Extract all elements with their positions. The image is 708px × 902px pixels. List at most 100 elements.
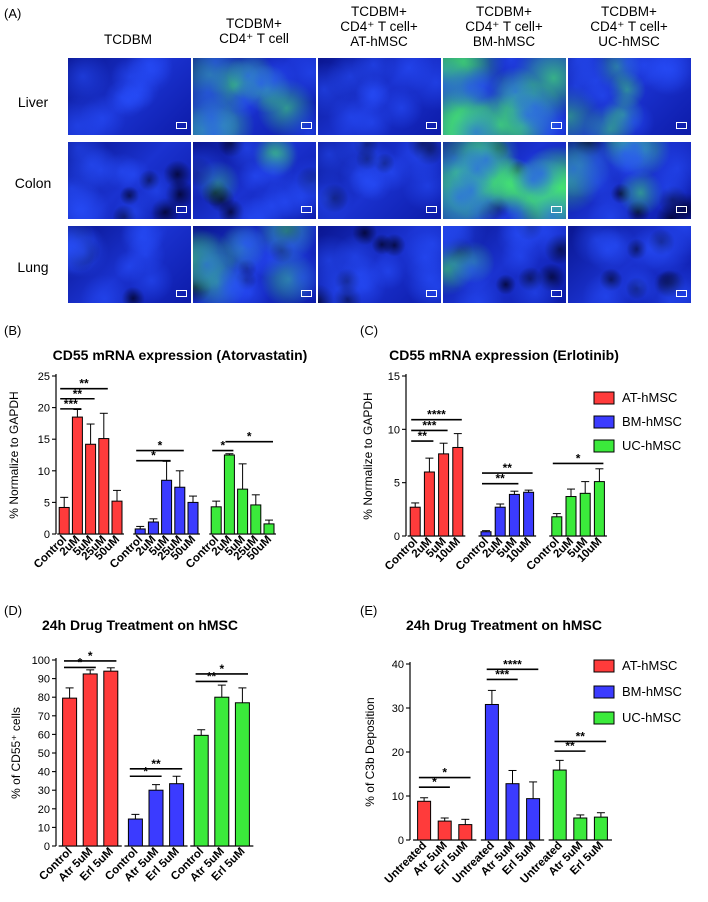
micrograph-colon-uc-hmsc — [568, 142, 691, 219]
significance-label: *** — [495, 667, 509, 681]
bar-e-2-2 — [593, 816, 608, 841]
y-tick-label: 70 — [38, 711, 50, 723]
bar-b-2-4 — [263, 523, 275, 535]
scale-bar — [176, 122, 187, 129]
bar-b-0-1 — [71, 416, 83, 535]
bar-d-2-1 — [214, 696, 230, 847]
y-tick-label: 15 — [38, 434, 50, 446]
bar-b-0-3 — [98, 438, 110, 535]
bar-d-0-1 — [82, 673, 98, 847]
bar-b-0-2 — [85, 443, 97, 535]
y-tick-label: 60 — [38, 729, 50, 741]
panel-label-b: (B) — [4, 323, 22, 338]
y-tick-label: 30 — [38, 785, 50, 797]
significance-label: ** — [565, 739, 575, 753]
bar-b-2-0 — [210, 506, 222, 535]
significance-label: *** — [422, 418, 436, 432]
micrograph-lung-cd4-tcell — [193, 226, 316, 303]
bar-b-2-2 — [237, 488, 249, 535]
bar-c-1-1 — [494, 506, 506, 537]
scale-bar — [301, 206, 312, 213]
c-legend-swatch-1 — [593, 415, 615, 429]
significance-label: * — [219, 662, 224, 676]
y-tick-label: 0 — [44, 529, 50, 541]
e-legend-swatch-1 — [593, 685, 615, 699]
chart-d-cd55-cells: 24h Drug Treatment on hMSC % of CD55⁺ cel… — [9, 618, 254, 884]
micrograph-colon-at-hmsc — [318, 142, 441, 219]
bar-e-0-1 — [437, 820, 452, 841]
scale-bar — [426, 290, 437, 297]
panel-label-d: (D) — [4, 603, 23, 618]
significance-label: ** — [151, 757, 161, 771]
y-tick-label: 5 — [394, 478, 400, 490]
scale-bar — [176, 206, 187, 213]
bar-b-0-0 — [58, 506, 70, 535]
y-tick-label: 10 — [38, 466, 50, 478]
y-tick-label: 80 — [38, 692, 50, 704]
row-label-liver: Liver — [17, 94, 49, 110]
scale-bar — [176, 290, 187, 297]
c-legend-label-1: BM-hMSC — [622, 414, 682, 429]
y-tick-label: 10 — [38, 822, 50, 834]
y-tick-label: 90 — [38, 674, 50, 686]
significance-label: **** — [427, 408, 446, 422]
bar-d-2-0 — [193, 734, 209, 847]
scale-bar — [551, 290, 562, 297]
bar-c-2-1 — [565, 496, 577, 537]
y-tick-label: 40 — [38, 767, 50, 779]
micrograph-lung-tcdbm — [68, 226, 191, 303]
bar-c-0-2 — [438, 453, 450, 537]
column-header-cd4-tcell: TCDBM+ CD4⁺ T cell — [219, 16, 289, 46]
significance-label: ** — [576, 729, 586, 743]
chart-e-c3b-deposition: 24h Drug Treatment on hMSC % of C3b Depos… — [363, 618, 682, 886]
chart-c-erlotinib: CD55 mRNA expression (Erlotinib) % Normal… — [361, 347, 682, 573]
c-legend-swatch-0 — [593, 391, 615, 405]
scale-bar — [551, 206, 562, 213]
y-tick-label: 40 — [392, 659, 404, 671]
significance-label: * — [576, 451, 581, 465]
micrograph-liver-at-hmsc — [318, 58, 441, 135]
significance-label: * — [143, 764, 148, 778]
bar-c-1-3 — [523, 491, 535, 537]
column-header-bm-hmsc: TCDBM+ CD4⁺ T cell+ BM-hMSC — [465, 4, 543, 49]
e-legend-label-1: BM-hMSC — [622, 684, 682, 699]
y-axis-label: % of CD55⁺ cells — [9, 707, 23, 799]
y-tick-label: 5 — [44, 497, 50, 509]
panel-label-c: (C) — [360, 323, 379, 338]
bar-c-0-1 — [423, 471, 435, 537]
scale-bar — [301, 290, 312, 297]
y-tick-label: 10 — [392, 791, 404, 803]
y-tick-label: 0 — [394, 531, 400, 543]
bar-d-1-1 — [148, 789, 164, 847]
y-axis-label: % Normalize to GAPDH — [7, 391, 21, 518]
bar-c-1-0 — [480, 531, 492, 537]
micrograph-colon-tcdbm — [68, 142, 191, 219]
y-tick-label: 20 — [38, 403, 50, 415]
scale-bar — [301, 122, 312, 129]
chart-title: 24h Drug Treatment on hMSC — [406, 618, 602, 633]
row-label-lung: Lung — [17, 259, 49, 275]
micrograph-colon-bm-hmsc — [443, 142, 566, 219]
significance-label: * — [442, 766, 447, 780]
y-axis-label: % Normalize to GAPDH — [361, 392, 375, 519]
significance-label: * — [88, 649, 93, 663]
micrograph-lung-uc-hmsc — [568, 226, 691, 303]
bar-e-2-1 — [573, 817, 588, 841]
chart-b-atorvastatin: CD55 mRNA expression (Atorvastatin) % Nor… — [7, 347, 307, 571]
significance-label: ** — [503, 461, 513, 475]
y-tick-label: 10 — [388, 424, 400, 436]
bar-c-0-3 — [452, 446, 464, 537]
panel-label-a: (A) — [4, 6, 22, 21]
scale-bar — [676, 206, 687, 213]
scale-bar — [426, 206, 437, 213]
bar-c-0-0 — [409, 506, 421, 537]
bar-b-1-0 — [134, 528, 146, 535]
bar-d-0-0 — [62, 697, 78, 847]
significance-label: ** — [496, 472, 506, 486]
c-legend-swatch-2 — [593, 439, 615, 453]
bar-c-2-2 — [579, 492, 591, 537]
bar-e-0-2 — [458, 824, 473, 841]
column-header-uc-hmsc: TCDBM+ CD4⁺ T cell+ UC-hMSC — [590, 4, 668, 49]
e-legend-label-2: UC-hMSC — [622, 710, 681, 725]
significance-label: *** — [64, 397, 78, 411]
